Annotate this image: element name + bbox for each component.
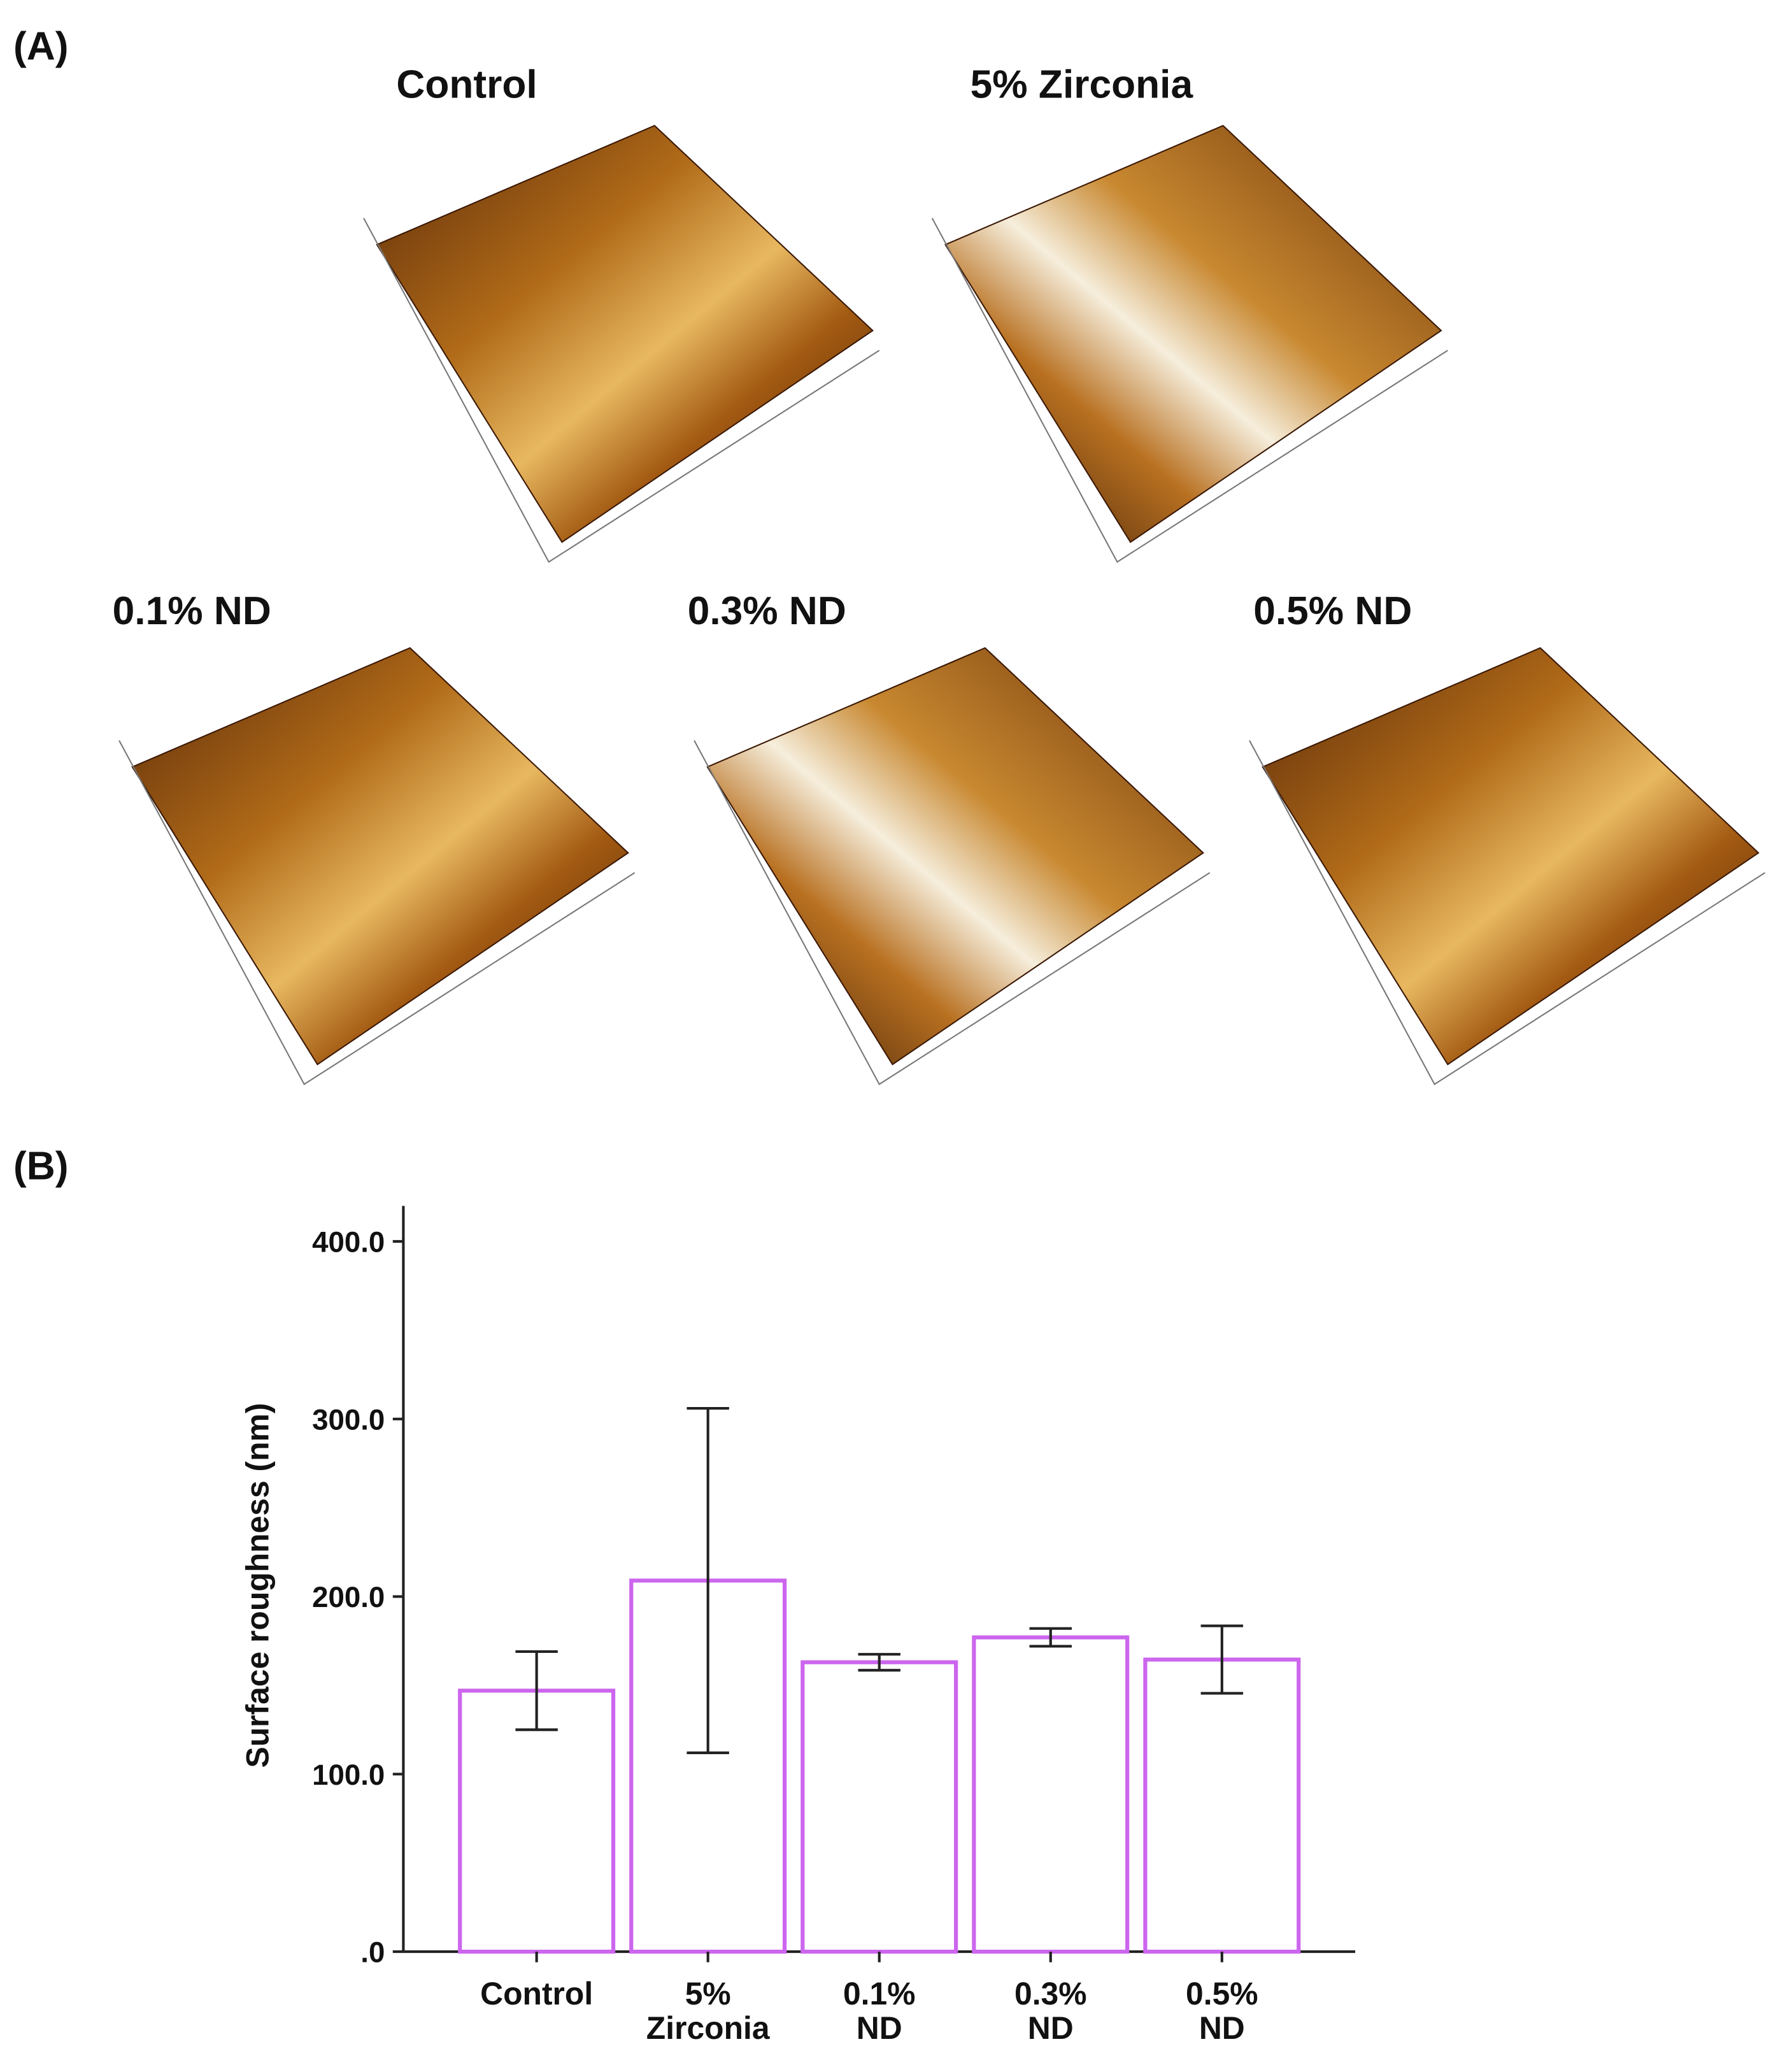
afm-surface <box>706 647 1205 1066</box>
x-tick-label: 0.5% ND <box>1186 1976 1258 2046</box>
y-tick-label: 300.0 <box>312 1403 385 1436</box>
image-title: 0.3% ND <box>688 589 846 633</box>
x-tick-label: 0.3% ND <box>1014 1976 1087 2046</box>
y-tick-label: 400.0 <box>312 1226 385 1259</box>
bar <box>972 1635 1130 1954</box>
x-tick-label: Control <box>480 1976 593 2011</box>
image-title: 5% Zirconia <box>971 63 1194 107</box>
image-title: 0.1% ND <box>113 589 271 633</box>
y-tick-label: 200.0 <box>312 1581 385 1613</box>
afm-surface <box>376 124 874 543</box>
afm-axis <box>693 740 1211 1085</box>
afm-images: Control 5% Zirconia 0.1% ND 0.3% ND 0.5% ND <box>113 63 1766 1085</box>
y-tick-label: 100.0 <box>312 1759 385 1791</box>
y-tick-label: .0 <box>360 1936 385 1969</box>
bar-chart: .0 100.0 200.0 300.0 400.0 Surface roughness … <box>240 1206 1356 2046</box>
image-title: Control <box>396 63 537 107</box>
afm-axis <box>1249 740 1766 1085</box>
afm-surface <box>131 647 629 1066</box>
afm-axis <box>931 218 1448 563</box>
afm-axis <box>118 740 636 1085</box>
y-axis-label: Surface roughness (nm) <box>240 1403 276 1768</box>
x-tick-label: 5% Zirconia <box>646 1976 771 2046</box>
panel-label: (B) <box>13 1145 68 1189</box>
bar <box>800 1660 958 1954</box>
afm-surface <box>1262 647 1760 1066</box>
afm-axis <box>363 218 880 563</box>
image-title: 0.5% ND <box>1253 589 1412 633</box>
panel-label: (A) <box>13 24 68 68</box>
bar <box>1143 1657 1301 1954</box>
x-tick-label: 0.1% ND <box>843 1976 916 2046</box>
afm-surface <box>944 124 1442 543</box>
